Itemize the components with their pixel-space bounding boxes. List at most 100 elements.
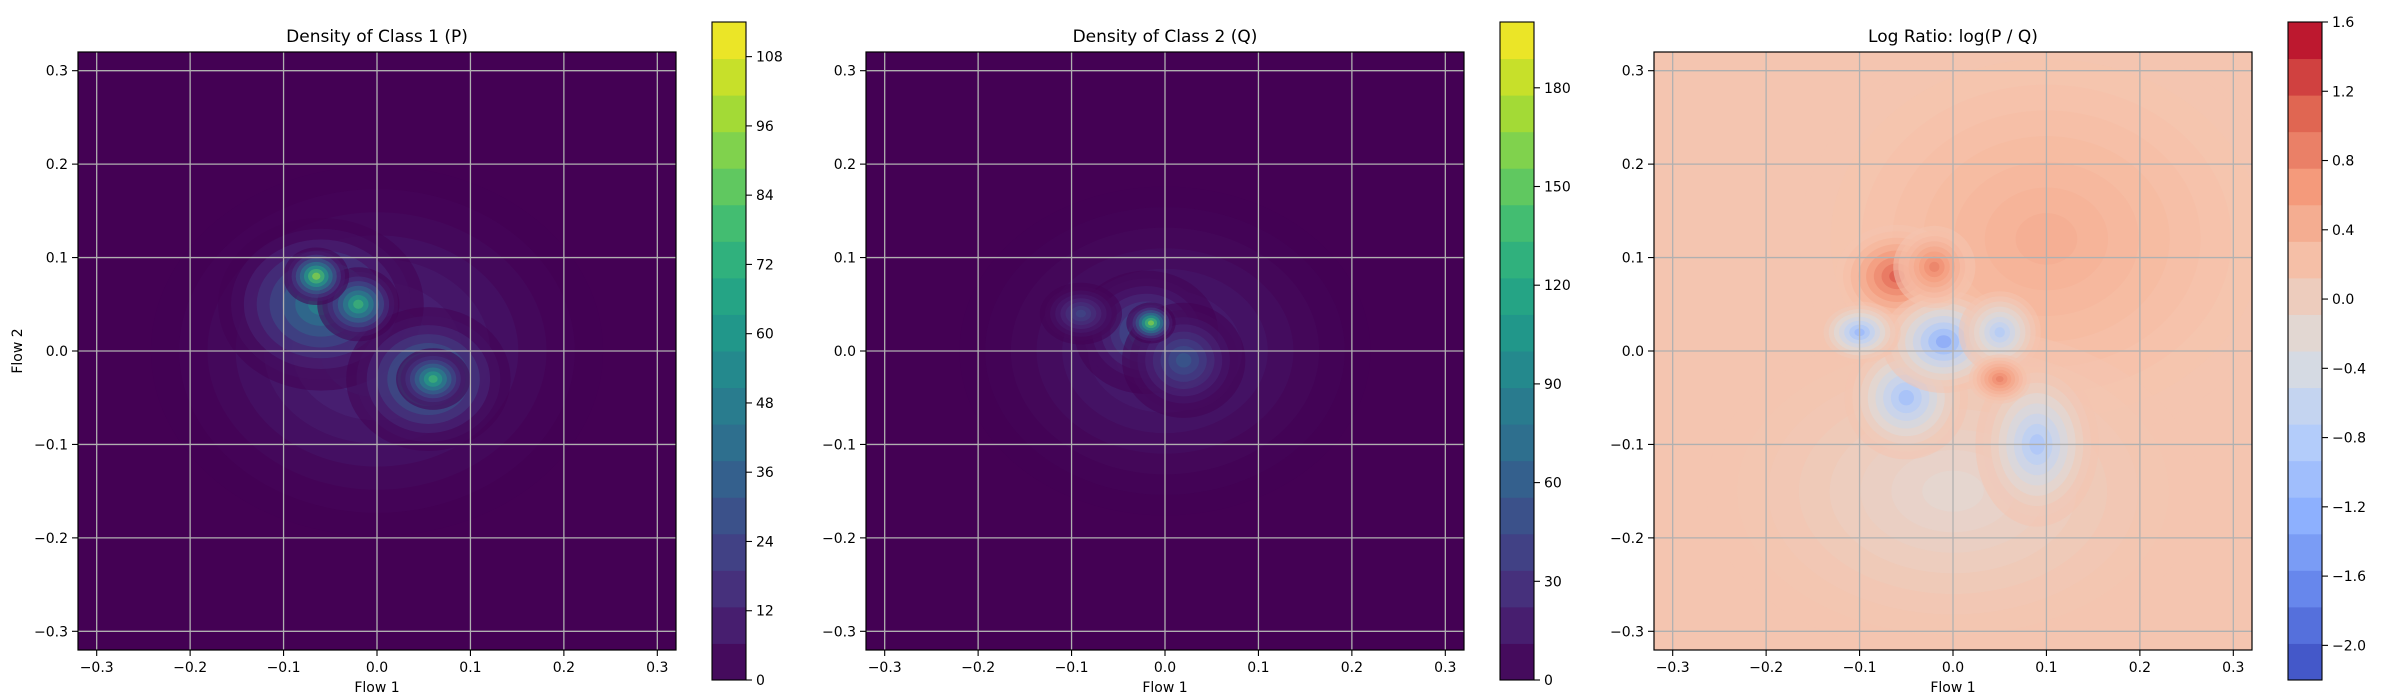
x-axis-label: Flow 1 — [354, 680, 399, 696]
colorbar: −2.0 −1.6 −1.2 −0.8 −0.4 0.0 0.4 0.8 1.2 1.6 — [2287, 15, 2366, 681]
x-tick-label-6: 0.2 — [2129, 660, 2151, 676]
colorbar-tick-label-2: −1.6 — [2332, 569, 2366, 585]
density-blob-5-level-8 — [428, 375, 438, 383]
x-axis-label: Flow 1 — [1930, 680, 1975, 696]
colorbar-band-11 — [1500, 277, 1534, 315]
colorbar-tick-label-5: −0.4 — [2332, 361, 2366, 377]
x-tick-label-3: −0.1 — [1843, 660, 1877, 676]
colorbar-band-13 — [1500, 204, 1534, 242]
colorbar: 0 12 24 36 48 60 72 84 96 108 — [711, 21, 783, 689]
colorbar-tick-label-9: 1.2 — [2332, 84, 2354, 100]
colorbar-tick-label-3: 60 — [1544, 476, 1562, 492]
colorbar-band-16 — [712, 95, 746, 133]
colorbar-band-15 — [1500, 131, 1534, 169]
colorbar-tick-label-3: 24 — [756, 534, 774, 550]
y-tick-label-3: −0.1 — [1610, 437, 1644, 453]
y-tick-label-1: −0.3 — [34, 624, 68, 640]
colorbar-tick-label-10: 1.6 — [2332, 15, 2354, 31]
colorbar-band-6 — [2288, 460, 2322, 498]
x-tick-label-4: 0.0 — [366, 660, 388, 676]
colorbar-band-5 — [1500, 497, 1534, 535]
colorbar-tick-label-1: 0 — [1544, 673, 1553, 689]
colorbar-band-10 — [712, 314, 746, 352]
colorbar: 0 30 60 90 120 150 180 — [1499, 21, 1571, 689]
colorbar-band-1 — [712, 643, 746, 681]
x-tick-label-7: 0.3 — [1434, 660, 1456, 676]
x-tick-label-5: 0.1 — [459, 660, 481, 676]
colorbar-band-8 — [2288, 387, 2322, 425]
y-tick-label-3: −0.1 — [822, 437, 856, 453]
x-tick-label-4: 0.0 — [1154, 660, 1176, 676]
colorbar-frame — [711, 21, 747, 681]
colorbar-band-5 — [712, 497, 746, 535]
colorbar-band-18 — [1500, 22, 1534, 60]
colorbar-band-1 — [2288, 643, 2322, 681]
x-tick-label-2: −0.2 — [961, 660, 995, 676]
density-blob-3-level-8 — [1175, 353, 1192, 368]
colorbar-band-17 — [1500, 58, 1534, 96]
chart-title: Density of Class 2 (Q) — [1073, 27, 1258, 47]
density-blob-4-level-8 — [353, 299, 364, 309]
x-axis-label: Flow 1 — [1142, 680, 1187, 696]
colorbar-band-18 — [2288, 22, 2322, 60]
density-blob-8-level-8 — [1994, 327, 2005, 338]
colorbar-band-1 — [1500, 643, 1534, 681]
y-tick-label-5: 0.1 — [1622, 251, 1644, 267]
colorbar-band-5 — [2288, 497, 2322, 535]
colorbar-tick-label-4: −0.8 — [2332, 431, 2366, 447]
y-tick-label-6: 0.2 — [46, 157, 68, 173]
colorbar-band-11 — [2288, 277, 2322, 315]
colorbar-band-14 — [712, 168, 746, 206]
colorbar-band-17 — [2288, 58, 2322, 96]
colorbar-band-6 — [1500, 460, 1534, 498]
x-tick-label-3: −0.1 — [1055, 660, 1089, 676]
density-blob-10-level-8 — [1995, 375, 2004, 383]
colorbar-tick-label-6: 150 — [1544, 180, 1571, 196]
colorbar-band-2 — [2288, 606, 2322, 644]
x-tick-label-2: −0.2 — [1749, 660, 1783, 676]
density-field — [150, 165, 604, 537]
colorbar-band-2 — [1500, 606, 1534, 644]
colorbar-tick-label-8: 84 — [756, 188, 774, 204]
colorbar-tick-label-2: 30 — [1544, 574, 1562, 590]
panel-1: −0.3 −0.2 −0.1 0.0 0.1 0.2 0.3 −0.3 −0.2 −0.1 0.0 0… — [10, 21, 783, 696]
colorbar-band-9 — [1500, 351, 1534, 389]
panel-3: −0.3 −0.2 −0.1 0.0 0.1 0.2 0.3 −0.3 −0.2 −0.1 0.0 0… — [1610, 15, 2366, 696]
colorbar-tick-label-6: 0.0 — [2332, 292, 2354, 308]
colorbar-frame — [2287, 21, 2323, 681]
chart-title: Density of Class 1 (P) — [286, 27, 468, 47]
colorbar-tick-label-2: 12 — [756, 604, 774, 620]
colorbar-tick-label-9: 96 — [756, 119, 774, 135]
colorbar-tick-label-4: 90 — [1544, 377, 1562, 393]
colorbar-band-10 — [2288, 314, 2322, 352]
x-tick-label-1: −0.3 — [80, 660, 114, 676]
y-tick-label-4: 0.0 — [834, 344, 856, 360]
colorbar-tick-label-5: 48 — [756, 396, 774, 412]
colorbar-band-12 — [712, 241, 746, 279]
y-tick-label-7: 0.3 — [46, 64, 68, 80]
x-tick-label-1: −0.3 — [868, 660, 902, 676]
x-tick-label-6: 0.2 — [553, 660, 575, 676]
colorbar-band-18 — [712, 22, 746, 60]
colorbar-band-3 — [2288, 570, 2322, 608]
colorbar-band-16 — [1500, 95, 1534, 133]
y-tick-label-4: 0.0 — [1622, 344, 1644, 360]
chart-title: Log Ratio: log(P / Q) — [1868, 27, 2038, 47]
colorbar-band-15 — [2288, 131, 2322, 169]
colorbar-band-16 — [2288, 95, 2322, 133]
colorbar-band-3 — [712, 570, 746, 608]
x-tick-label-3: −0.1 — [267, 660, 301, 676]
y-tick-label-6: 0.2 — [834, 157, 856, 173]
y-tick-label-1: −0.3 — [822, 624, 856, 640]
density-blob-7-level-8 — [1929, 261, 1940, 273]
y-tick-label-1: −0.3 — [1610, 624, 1644, 640]
y-tick-label-5: 0.1 — [834, 251, 856, 267]
colorbar-band-9 — [712, 351, 746, 389]
colorbar-band-4 — [712, 533, 746, 571]
y-tick-label-5: 0.1 — [46, 251, 68, 267]
density-blob-6-level-8 — [1935, 335, 1952, 349]
x-tick-label-4: 0.0 — [1942, 660, 1964, 676]
density-blob-4-level-8 — [1898, 390, 1914, 406]
colorbar-band-12 — [1500, 241, 1534, 279]
